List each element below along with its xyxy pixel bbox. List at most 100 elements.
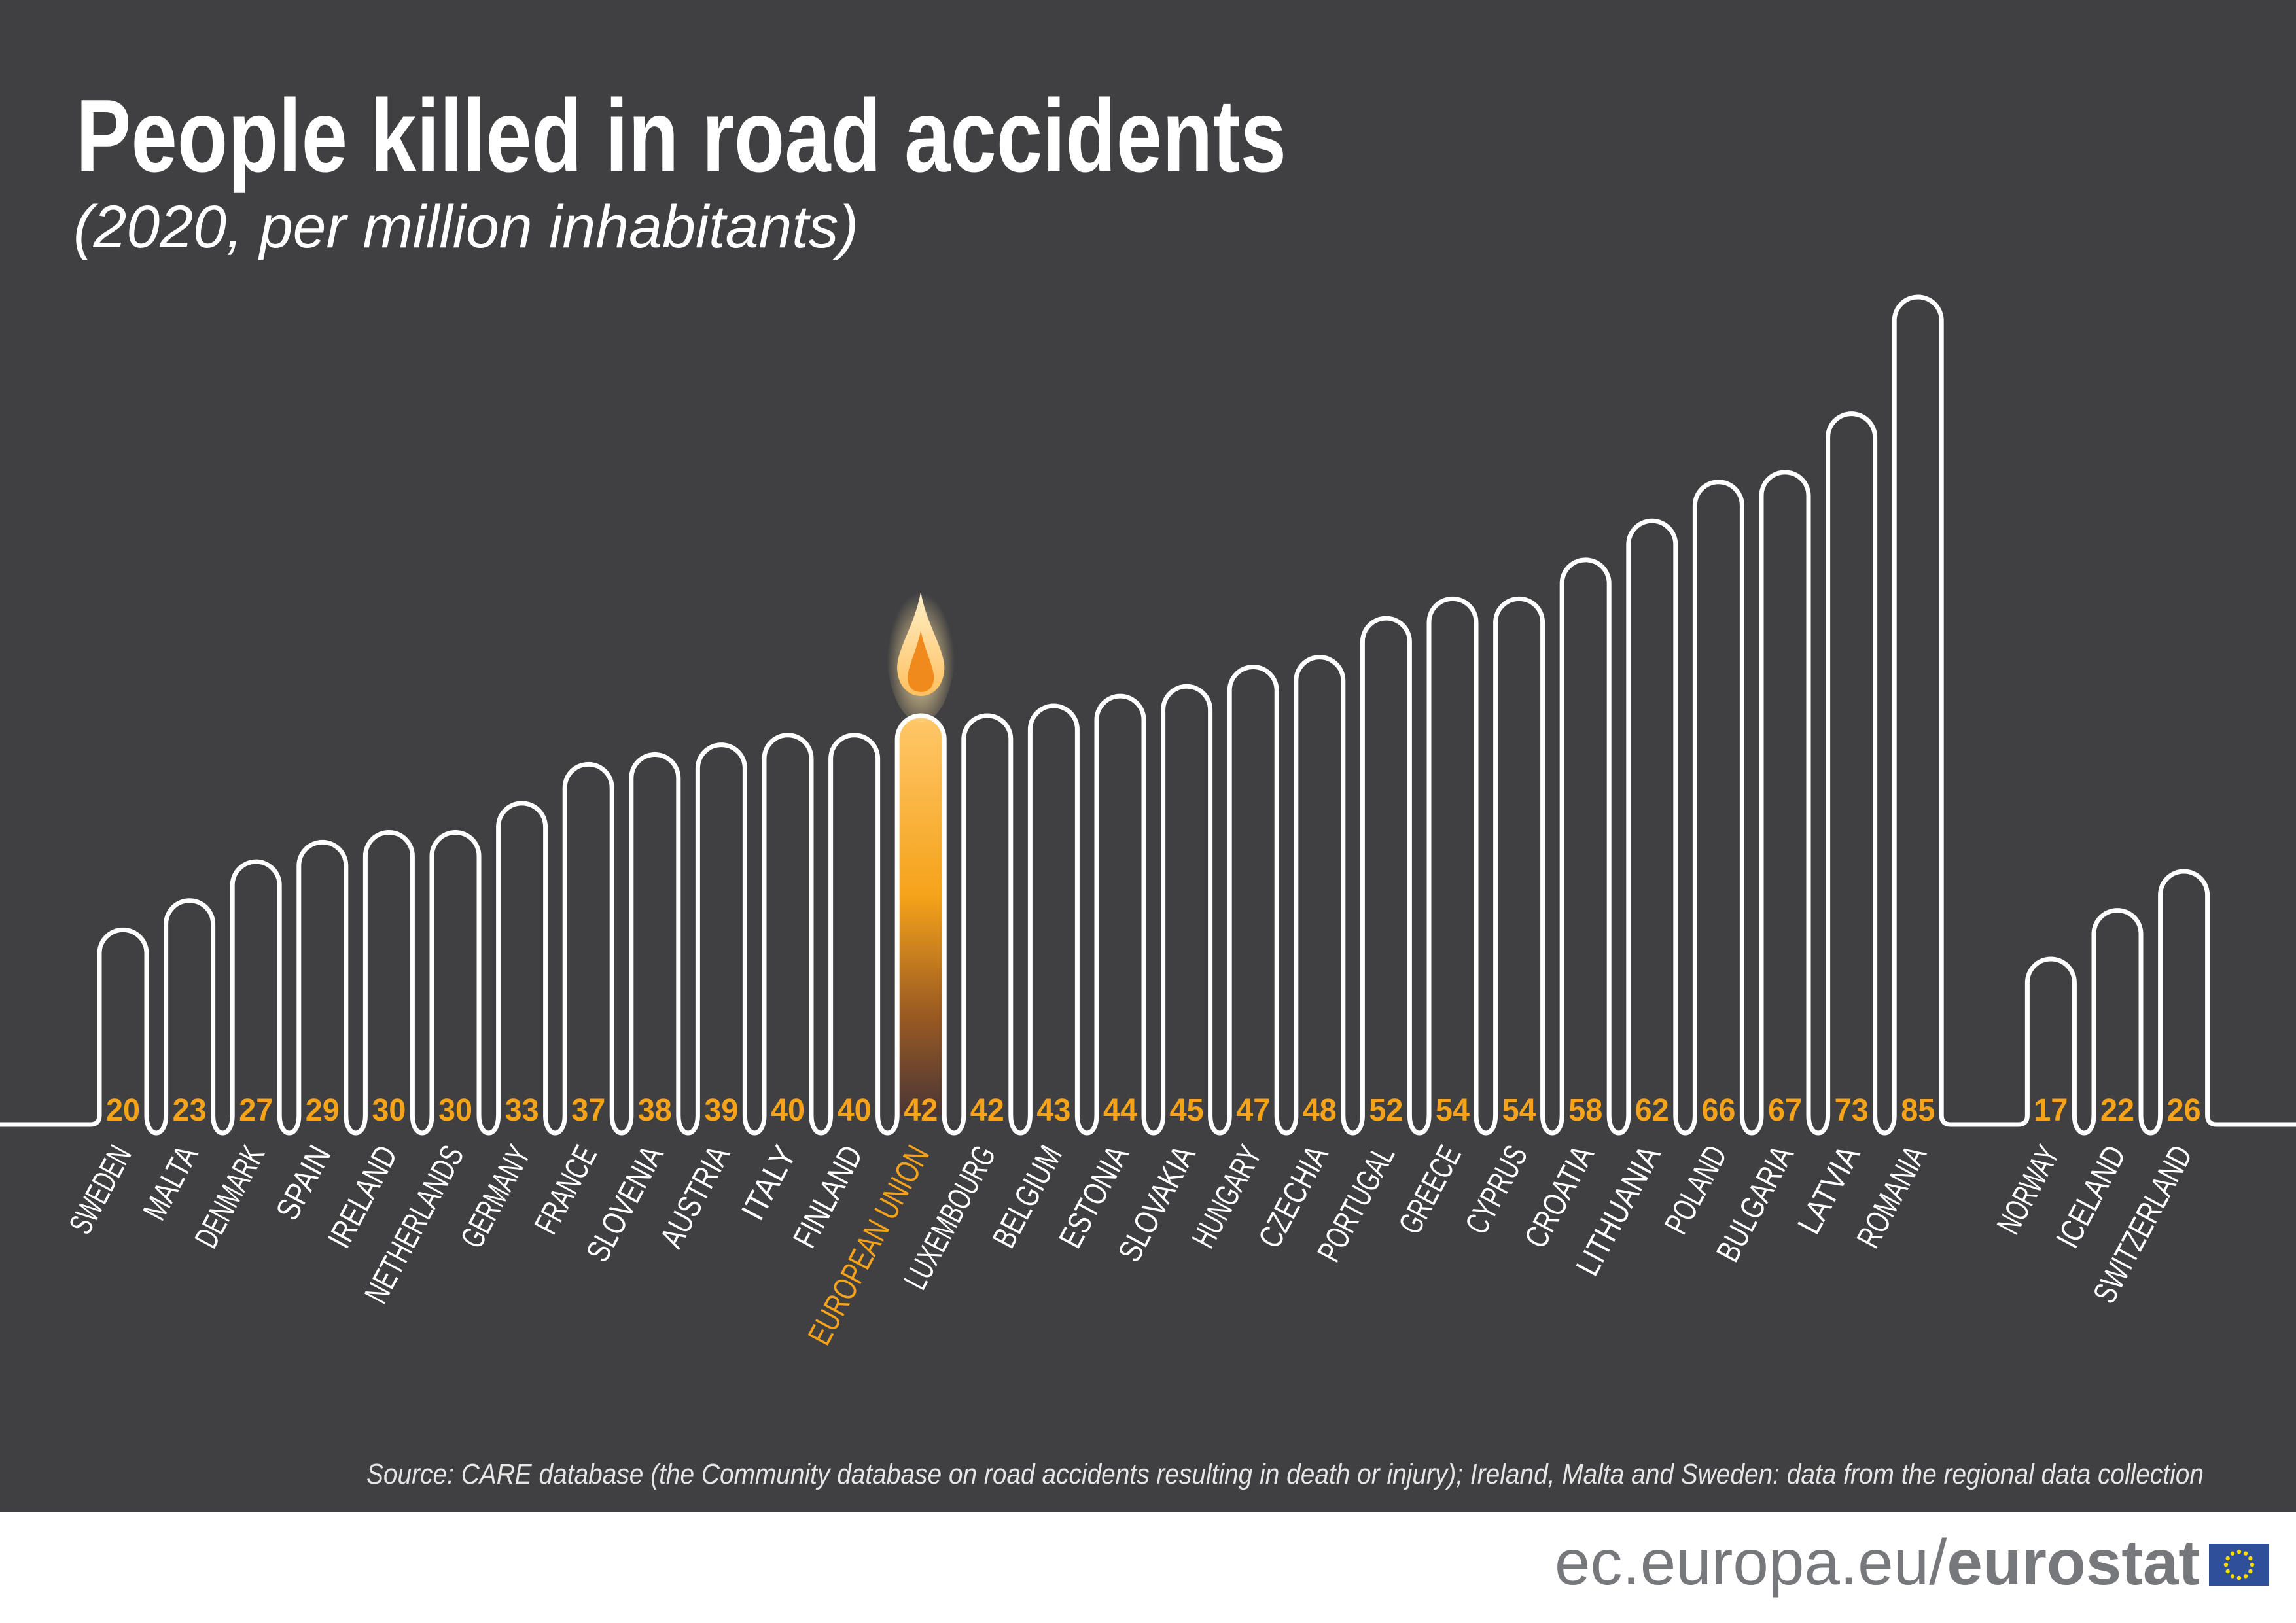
value-label-greece: 54 [1436,1093,1470,1128]
bar-cyprus [1493,596,1545,1115]
bar-connector [1474,1115,1498,1136]
value-label-austria: 39 [704,1093,738,1128]
bar-connector [742,1115,767,1136]
bar-estonia [1094,693,1146,1115]
bars-group: 20 23 27 29 30 30 33 37 38 39 40 40 42 42 43 44 45 47 48 52… [0,294,2296,1136]
value-label-switzerland: 26 [2167,1093,2201,1128]
value-label-slovenia: 38 [638,1093,672,1128]
bar-connector [1739,1115,1764,1136]
value-label-norway: 17 [2034,1093,2068,1128]
flame-core-icon [908,630,934,692]
value-label-finland: 40 [838,1093,872,1128]
star-icon [2248,1569,2253,1574]
value-label-malta: 23 [173,1093,207,1128]
bar-austria [695,742,747,1115]
star-icon [2236,1549,2242,1554]
bar-switzerland [2158,869,2210,1115]
value-label-hungary: 47 [1236,1093,1270,1128]
bar-connector [609,1115,634,1136]
baseline-left [0,1115,102,1127]
bar-denmark [230,859,282,1115]
bar-connector [1341,1115,1365,1136]
bar-luxembourg [961,713,1014,1115]
value-label-belgium: 43 [1036,1093,1070,1128]
value-label-cyprus: 54 [1502,1093,1536,1128]
bar-italy [762,733,814,1115]
eu-stars-icon [2223,1549,2255,1580]
bar-connector [211,1115,235,1136]
bar-latvia [1826,411,1878,1115]
bar-germany [496,801,548,1115]
bar-connector [476,1115,501,1136]
bar-connector [809,1115,834,1136]
footer-url[interactable]: ec.europa.eu/eurostat [1555,1526,2200,1598]
bar-croatia [1559,557,1612,1115]
eurostat-logo[interactable]: ec.europa.eu/eurostat [1555,1526,2269,1598]
bar-connector [1208,1115,1232,1136]
footer-url-brand: eurostat [1947,1526,2200,1598]
bar-bulgaria [1759,470,1811,1115]
bar-connector [1008,1115,1033,1136]
bar-connector [1673,1115,1697,1136]
star-icon [2230,1574,2235,1579]
star-icon [2236,1575,2242,1580]
value-label-luxembourg: 42 [970,1093,1004,1128]
bar-connector [676,1115,700,1136]
bar-connector [277,1115,302,1136]
star-icon [2223,1562,2229,1567]
value-label-portugal: 52 [1369,1093,1403,1128]
bar-netherlands [429,830,482,1115]
value-label-spain: 29 [306,1093,340,1128]
star-icon [2225,1569,2230,1574]
bar-connector [1806,1115,1831,1136]
bar-iceland [2091,908,2144,1115]
value-label-germany: 33 [505,1093,539,1128]
bar-connector [942,1115,966,1136]
bar-connector [1873,1115,1897,1136]
background [0,0,2296,1512]
star-icon [2243,1551,2248,1556]
star-icon [2243,1574,2248,1579]
bar-connector [2138,1115,2163,1136]
bar-belgium [1027,703,1080,1115]
bar-connector [344,1115,368,1136]
bar-slovakia [1161,684,1213,1115]
star-icon [2230,1551,2235,1556]
bar-connector [1540,1115,1564,1136]
bar-malta [164,898,216,1115]
bar-finland [828,733,881,1115]
footer-url-prefix: ec.europa.eu/ [1555,1526,1947,1598]
source-note: Source: CARE database (the Community dat… [366,1458,2204,1490]
bar-hungary [1227,665,1279,1115]
bar-poland [1692,480,1744,1115]
star-icon [2250,1562,2255,1567]
bar-connector [144,1115,169,1136]
bar-sweden [97,927,149,1115]
value-label-netherlands: 30 [438,1093,472,1128]
bar-france [562,761,614,1115]
bar-connector [1606,1115,1631,1136]
baseline-right [2205,1115,2296,1127]
value-label-czechia: 48 [1303,1093,1337,1128]
value-label-romania: 85 [1901,1093,1935,1128]
bar-romania [1892,294,1944,1115]
bar-connector [1141,1115,1166,1136]
value-label-bulgaria: 67 [1768,1093,1802,1128]
bar-portugal [1360,616,1412,1115]
bar-spain [296,839,349,1115]
value-label-ireland: 30 [372,1093,406,1128]
value-label-italy: 40 [771,1093,805,1128]
bar-connector [1274,1115,1299,1136]
bar-connector [1074,1115,1099,1136]
bar-czechia [1294,655,1346,1115]
value-label-iceland: 22 [2100,1093,2134,1128]
bar-connector [410,1115,434,1136]
footer-band [0,1512,2296,1623]
star-icon [2248,1556,2253,1561]
value-label-denmark: 27 [239,1093,273,1128]
bar-slovenia [629,752,681,1115]
bar-european-union [894,713,947,1115]
eu-bar-fill [897,715,945,1115]
value-label-lithuania: 62 [1635,1093,1669,1128]
